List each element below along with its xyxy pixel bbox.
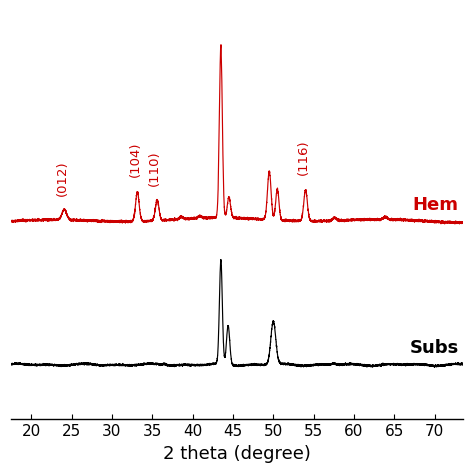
Text: (104): (104) bbox=[128, 141, 141, 177]
Text: Subs: Subs bbox=[410, 339, 459, 357]
X-axis label: 2 theta (degree): 2 theta (degree) bbox=[163, 445, 311, 463]
Text: (110): (110) bbox=[148, 150, 161, 186]
Text: (012): (012) bbox=[55, 161, 68, 196]
Text: (116): (116) bbox=[297, 139, 310, 175]
Text: Hem: Hem bbox=[413, 196, 459, 214]
